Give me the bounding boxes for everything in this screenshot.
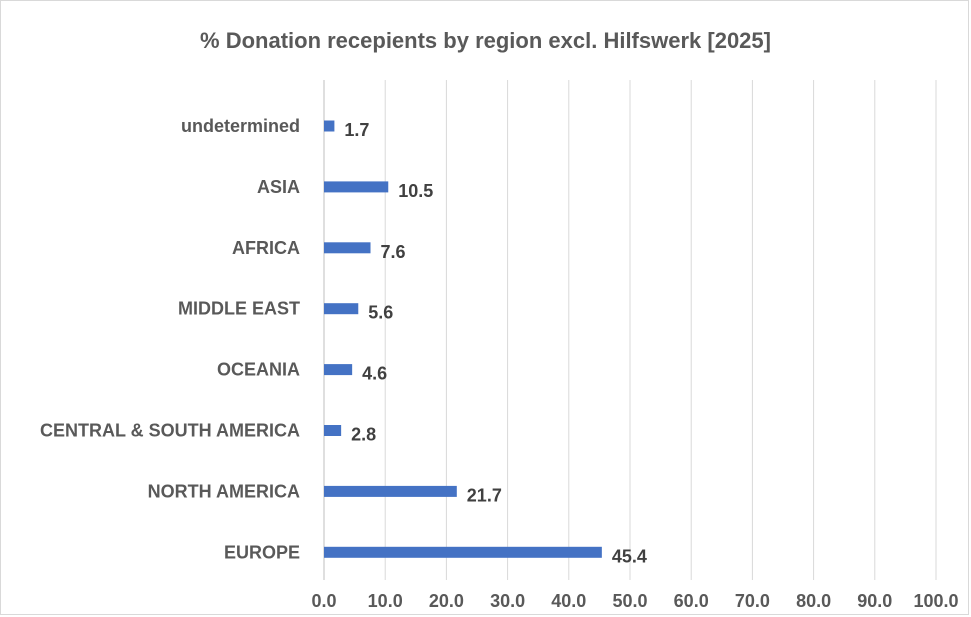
- category-label: ASIA: [257, 177, 300, 197]
- category-label: MIDDLE EAST: [178, 299, 300, 319]
- category-label: undetermined: [181, 116, 300, 136]
- x-tick-label: 70.0: [735, 591, 770, 611]
- bar: [324, 242, 371, 254]
- chart-title: % Donation recepients by region excl. Hi…: [200, 28, 771, 53]
- bars: [324, 120, 602, 558]
- x-tick-label: 60.0: [674, 591, 709, 611]
- bar: [324, 364, 353, 376]
- data-label: 21.7: [467, 485, 502, 505]
- x-tick-label: 90.0: [857, 591, 892, 611]
- category-label: CENTRAL & SOUTH AMERICA: [40, 421, 300, 441]
- data-label: 7.6: [381, 242, 406, 262]
- x-tick-labels: 0.0 10.0 20.0 30.0 40.0 50.0 60.0 70.0 80.0 90.0 1…: [311, 591, 958, 611]
- x-tick-label: 40.0: [551, 591, 586, 611]
- category-label: OCEANIA: [217, 360, 300, 380]
- data-label: 1.7: [344, 120, 369, 140]
- data-label: 5.6: [368, 303, 393, 323]
- category-label: EUROPE: [224, 542, 300, 562]
- category-label: AFRICA: [232, 238, 300, 258]
- data-label: 2.8: [351, 425, 376, 445]
- data-labels: 1.7 10.5 7.6 5.6 4.6 2.8 21.7 45.4: [344, 120, 646, 566]
- x-tick-label: 10.0: [368, 591, 403, 611]
- x-tick-label: 100.0: [913, 591, 958, 611]
- gridlines: [384, 80, 937, 580]
- x-tick-label: 20.0: [429, 591, 464, 611]
- bar: [324, 303, 359, 315]
- bar: [324, 546, 602, 558]
- x-tick-label: 50.0: [612, 591, 647, 611]
- bar: [324, 425, 342, 436]
- x-tick-label: 30.0: [490, 591, 525, 611]
- x-tick-label: 0.0: [311, 591, 336, 611]
- data-label: 4.6: [362, 364, 387, 384]
- bar: [324, 120, 335, 132]
- category-labels: undetermined ASIA AFRICA MIDDLE EAST OCEANIA…: [40, 116, 300, 562]
- x-tick-label: 80.0: [796, 591, 831, 611]
- data-label: 10.5: [398, 181, 433, 201]
- category-label: NORTH AMERICA: [148, 481, 300, 501]
- bar: [324, 485, 457, 497]
- data-label: 45.4: [612, 546, 647, 566]
- bar: [324, 181, 389, 193]
